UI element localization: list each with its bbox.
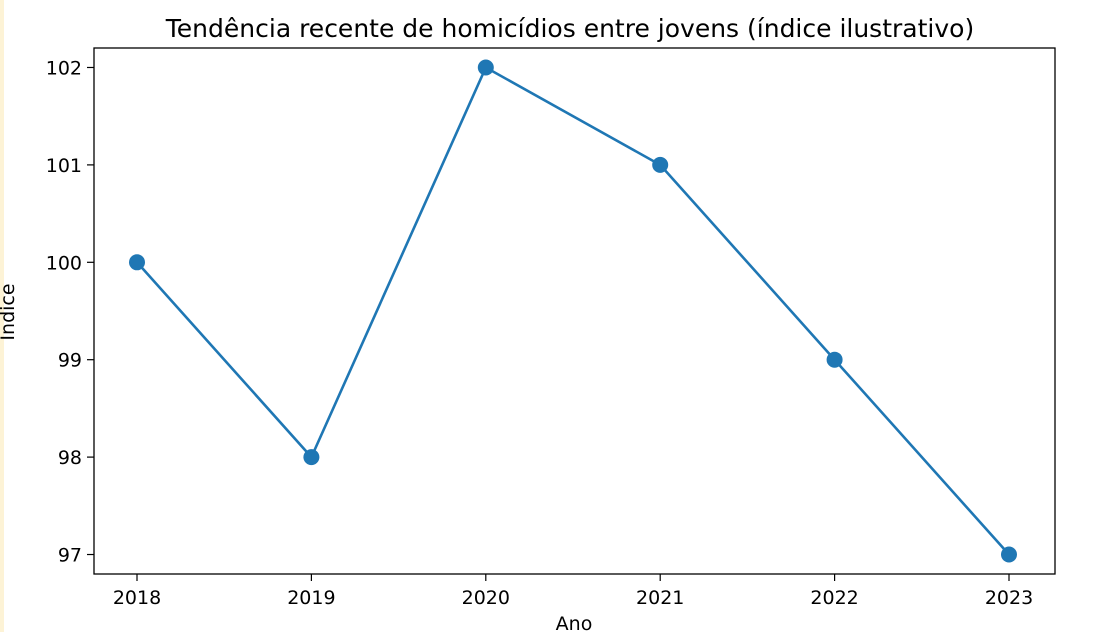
data-point — [477, 59, 494, 76]
y-axis: 97 98 99 100 101 102 — [46, 57, 94, 567]
x-tick-label: 2020 — [462, 587, 510, 609]
plot-area-frame — [93, 47, 1056, 575]
x-tick-label: 2018 — [113, 587, 161, 609]
data-point — [652, 156, 669, 173]
y-axis-label: Índice — [0, 283, 19, 340]
data-point — [826, 351, 843, 368]
y-tick-label: 100 — [46, 252, 82, 274]
data-point — [129, 254, 145, 271]
data-point — [303, 449, 320, 466]
x-axis: 2018 2019 2020 2021 2022 2023 — [113, 574, 1033, 609]
y-tick-label: 98 — [58, 447, 82, 469]
chart-title: Tendência recente de homicídios entre jo… — [165, 14, 974, 43]
y-tick-label: 99 — [58, 350, 82, 372]
y-tick-label: 97 — [58, 545, 82, 567]
x-axis-label: Ano — [556, 613, 593, 632]
series-line — [136, 66, 1010, 556]
x-tick-label: 2021 — [636, 587, 684, 609]
series-layer — [129, 59, 1017, 563]
x-tick-label: 2023 — [985, 587, 1033, 609]
y-tick-label: 101 — [46, 155, 82, 177]
x-tick-label: 2019 — [287, 587, 335, 609]
data-point — [1001, 546, 1017, 563]
left-edge-strip — [0, 0, 4, 632]
x-tick-label: 2022 — [810, 587, 858, 609]
y-tick-label: 102 — [46, 57, 82, 79]
